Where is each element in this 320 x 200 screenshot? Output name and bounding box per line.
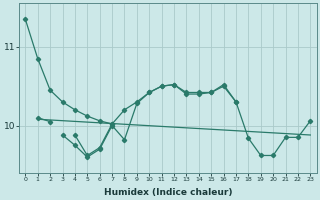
X-axis label: Humidex (Indice chaleur): Humidex (Indice chaleur) bbox=[104, 188, 232, 197]
